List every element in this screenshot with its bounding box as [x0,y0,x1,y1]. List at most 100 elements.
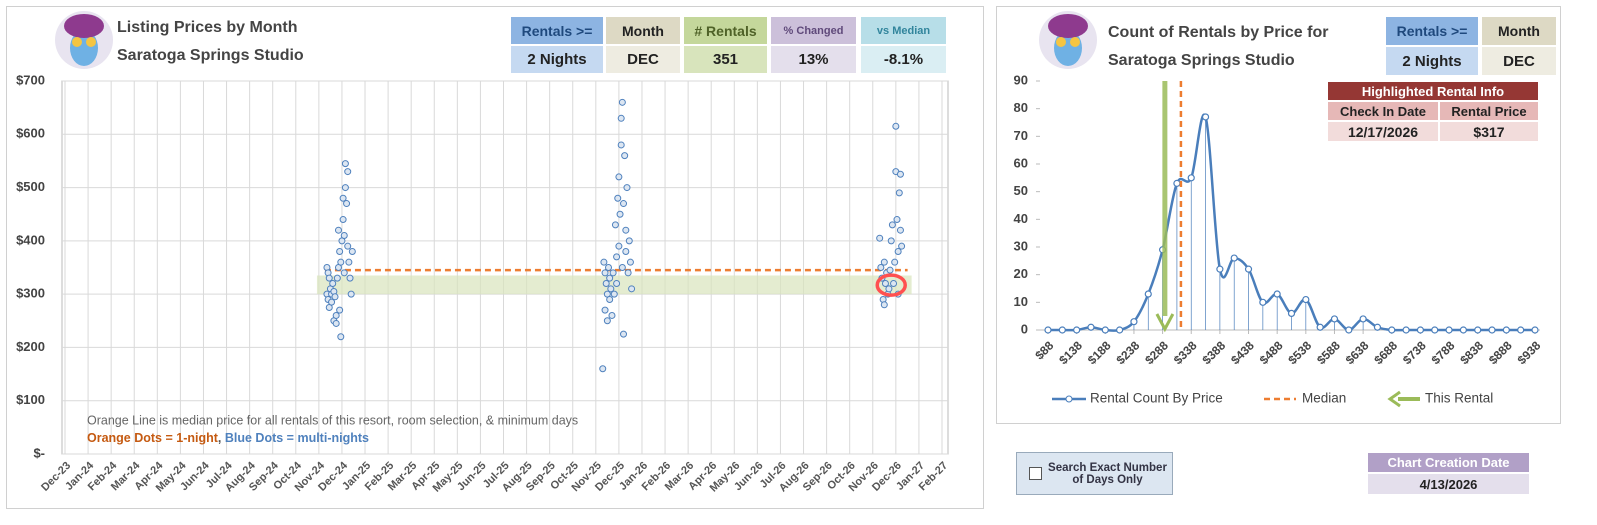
line-point [1116,326,1124,334]
scatter-point [607,285,615,293]
scatter-point [621,152,629,160]
y-tick-label: $- [33,445,45,460]
scatter-point [600,258,608,266]
scatter-point [898,242,906,250]
panel-header: # Rentals [683,16,768,45]
panel-header: Month [1481,16,1557,46]
y-tick-label: $200 [16,339,45,354]
line-point [1287,309,1296,317]
annotation-part: , [218,431,225,445]
panel-frame [996,6,1561,424]
line-point [1474,326,1482,334]
line-point [1330,315,1339,323]
genie-icon [55,11,113,69]
line-point [1517,326,1525,334]
line-point [1187,174,1195,182]
y-tick-label: $300 [16,286,45,301]
scatter-point [333,274,341,282]
checkbox[interactable] [1029,467,1042,480]
scatter-point [340,269,348,277]
y-tick-label: $400 [16,232,45,247]
panel-header: Rentals >= [1385,16,1479,46]
line-point [1316,323,1324,331]
scatter-point [341,184,349,192]
chart-title: Listing Prices by Month [117,19,297,36]
panel-value: 2 Nights [510,45,604,74]
scatter-point [606,274,614,282]
line-point [1445,326,1453,334]
panel-header: % Changed [770,16,857,45]
highlight-title: Highlighted Rental Info [1327,81,1539,101]
scatter-point [332,311,340,319]
panel-value: DEC [1481,46,1557,76]
line-point [1459,326,1467,334]
y-tick-label: $100 [16,392,45,407]
y-tick-label: 10 [1014,294,1028,309]
scatter-point [623,184,631,192]
scatter-point [624,269,632,277]
scatter-point [620,200,628,208]
scatter-point [896,226,904,234]
panel-value: -8.1% [860,45,947,74]
scatter-point [628,285,636,293]
line-point [1488,326,1496,334]
scatter-point [877,264,885,271]
line-point [1416,326,1425,334]
scatter-point [341,160,349,168]
y-tick-label: 80 [1014,100,1028,115]
scatter-point [892,122,900,130]
line-point [1073,326,1081,334]
panel-header: Month [605,16,681,45]
scatter-point [331,293,339,301]
scatter-point [880,301,888,309]
y-tick-label: 90 [1014,72,1028,87]
line-point [1259,298,1267,306]
scatter-point [336,306,344,314]
highlight-value: $317 [1439,121,1539,142]
y-tick-label: $600 [16,126,45,141]
scatter-point [617,141,625,149]
line-point [1502,326,1510,334]
scatter-point [344,168,352,176]
scatter-point [620,330,628,338]
scatter-point [610,290,618,298]
scatter-point [348,248,356,256]
line-point [1273,290,1281,298]
y-tick-label: 70 [1014,128,1028,143]
line-point [1058,326,1066,334]
panel-header: Rentals >= [510,16,604,45]
scatter-point [618,98,626,106]
highlight-value: 12/17/2026 [1327,121,1439,142]
scatter-point [608,311,616,319]
scatter-point [337,333,345,341]
annotation-part: Blue Dots = multi-nights [225,431,369,445]
scatter-point [895,189,903,197]
line-point [1345,326,1353,334]
annotation-part: Orange Dots = 1-night [87,431,219,445]
checkbox-panel[interactable]: Search Exact Number of Days Only [1016,452,1173,495]
line-point [1373,323,1382,331]
scatter-point [602,279,610,287]
y-tick-label: 50 [1014,183,1028,198]
scatter-point [893,216,901,224]
scatter-point [886,266,894,274]
highlight-header: Rental Price [1439,101,1539,121]
scatter-point [599,365,607,373]
scatter-point [885,285,893,293]
scatter-point [622,248,630,256]
scatter-point [339,194,347,202]
legend-label: This Rental [1425,391,1493,406]
legend-swatch [1065,395,1073,403]
y-tick-label: 20 [1014,266,1028,281]
scatter-point [336,248,344,256]
scatter-point [613,279,621,287]
chart-title: Count of Rentals by Price for [1108,24,1328,41]
scatter-point [603,317,611,325]
scatter-point [332,319,340,327]
line-point [1302,295,1310,304]
creation-date-value: 4/13/2026 [1367,473,1530,495]
checkbox-label[interactable]: Search Exact Number of Days Only [1048,461,1167,486]
highlight-marker [875,273,907,297]
